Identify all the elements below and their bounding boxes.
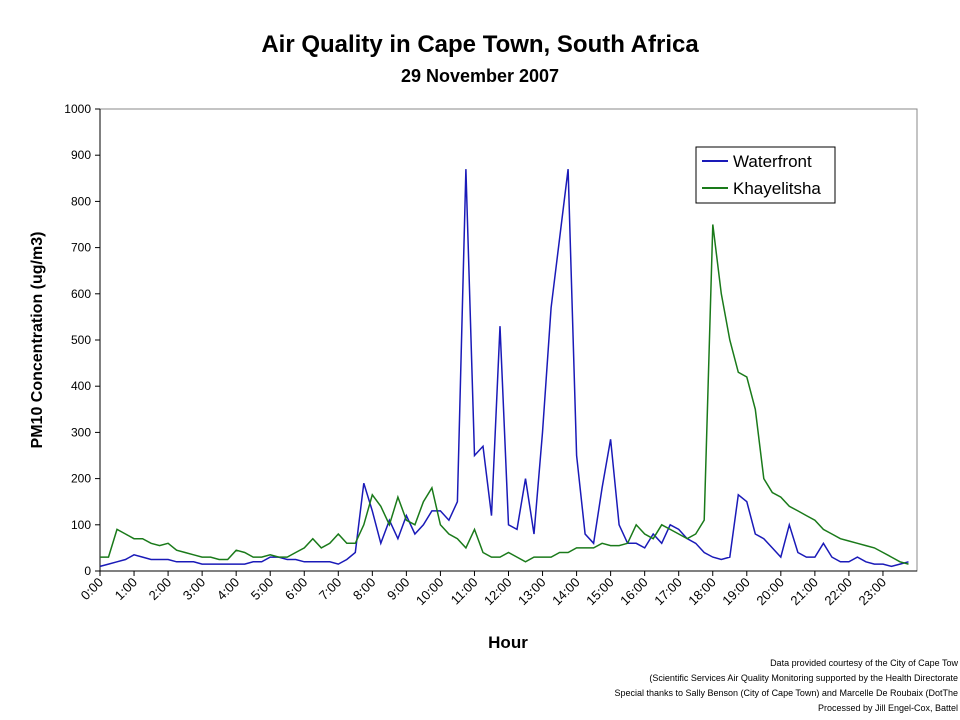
y-tick-label: 300 [71,425,91,439]
chart-subtitle: 29 November 2007 [401,66,559,86]
legend-label: Waterfront [733,152,812,171]
y-tick-label: 500 [71,333,91,347]
legend-box [695,146,836,204]
y-tick-label: 900 [71,148,91,162]
y-tick-label: 800 [71,194,91,208]
y-tick-label: 700 [71,241,91,255]
y-tick-label: 0 [84,564,91,578]
footnote: Data provided courtesy of the City of Ca… [770,658,958,668]
y-tick-label: 400 [71,379,91,393]
y-tick-label: 100 [71,518,91,532]
y-tick-label: 600 [71,287,91,301]
y-axis-label: PM10 Concentration (ug/m3) [29,232,46,449]
footnote: Special thanks to Sally Benson (City of … [614,688,958,698]
chart-title: Air Quality in Cape Town, South Africa [261,31,699,58]
footnote: (Scientific Services Air Quality Monitor… [649,673,958,683]
y-tick-label: 200 [71,472,91,486]
line-series [100,224,909,565]
line-series [99,169,909,568]
y-tick-label: 1000 [64,102,91,116]
legend-label: Khayelitsha [733,179,821,198]
footnote: Processed by Jill Engel-Cox, Battel [818,703,958,713]
x-axis-label: Hour [488,633,528,652]
